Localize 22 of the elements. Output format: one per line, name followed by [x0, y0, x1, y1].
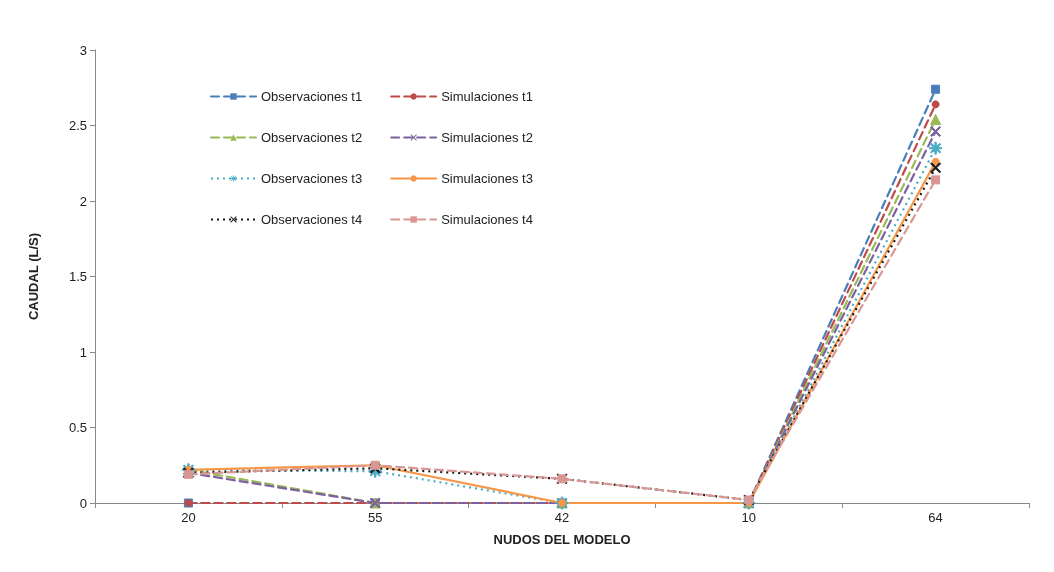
y-tick-label: 2.5 — [68, 118, 87, 133]
legend-label: Simulaciones t1 — [441, 89, 533, 104]
legend-label: Simulaciones t3 — [441, 171, 533, 186]
x-axis-title: NUDOS DEL MODELO — [493, 532, 631, 547]
x-tick-label: 64 — [928, 510, 943, 525]
legend-label: Observaciones t3 — [261, 171, 363, 186]
x-tick-label: 55 — [367, 510, 383, 525]
x-tick-label: 20 — [181, 510, 196, 525]
y-tick-label: 1 — [79, 344, 87, 360]
y-tick-label: 2 — [79, 193, 87, 209]
legend-label: Observaciones t4 — [261, 212, 363, 227]
y-tick-label: 1.5 — [68, 269, 87, 284]
legend-label: Observaciones t1 — [261, 89, 363, 104]
x-tick-label: 42 — [554, 510, 570, 525]
y-tick-label: 3 — [79, 42, 87, 58]
y-tick-label: 0 — [79, 495, 87, 511]
y-tick-label: 0.5 — [68, 420, 87, 435]
legend-label: Simulaciones t4 — [441, 212, 533, 227]
legend-label: Observaciones t2 — [261, 130, 363, 145]
legend-label: Simulaciones t2 — [441, 130, 533, 145]
y-axis-title: CAUDAL (L/S) — [26, 232, 41, 321]
x-tick-label: 10 — [741, 510, 757, 525]
